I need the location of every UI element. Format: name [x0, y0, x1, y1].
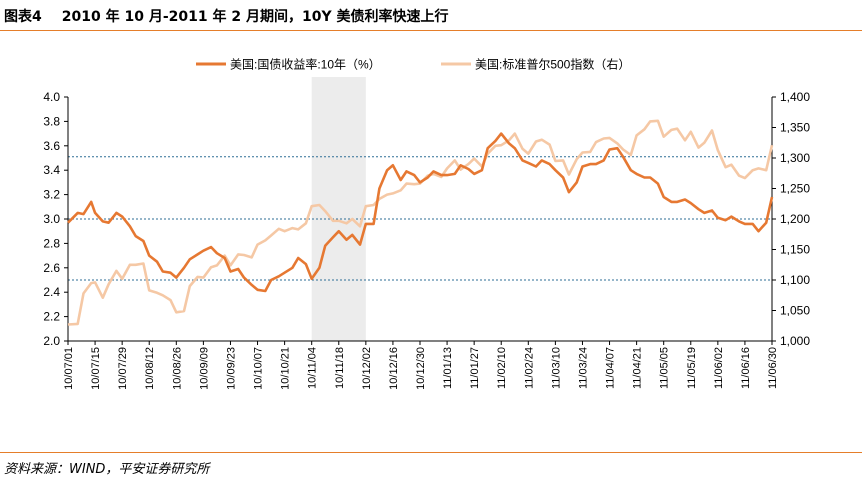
left-tick-label: 2.6	[43, 261, 60, 275]
x-tick-label: 10/12/02	[361, 347, 373, 390]
x-tick-label: 10/11/18	[334, 347, 346, 389]
left-tick-label: 4.0	[43, 90, 60, 104]
series-line-spx	[67, 119, 774, 326]
x-tick-label: 10/12/16	[388, 347, 400, 390]
right-tick-label: 1,000	[780, 334, 810, 348]
right-tick-label: 1,250	[780, 182, 810, 196]
x-tick-label: 11/03/24	[577, 347, 589, 389]
right-tick-label: 1,100	[780, 273, 810, 287]
x-tick-label: 10/07/01	[63, 347, 75, 390]
x-tick-label: 11/04/21	[632, 347, 644, 389]
left-tick-label: 2.0	[43, 334, 60, 348]
legend-label-yield: 美国:国债收益率:10年（%）	[230, 57, 381, 72]
right-tick-label: 1,400	[780, 90, 810, 104]
left-tick-label: 2.4	[43, 285, 60, 299]
x-tick-label: 10/09/23	[225, 347, 237, 390]
right-tick-label: 1,150	[780, 243, 810, 257]
x-tick-label: 10/09/09	[198, 347, 210, 390]
figure-title-text: 2010 年 10 月-2011 年 2 月期间，10Y 美债利率快速上行	[61, 9, 449, 25]
left-tick-label: 3.2	[43, 188, 60, 202]
series-line-yield	[67, 132, 774, 293]
x-tick-label: 10/08/26	[171, 347, 183, 390]
source-note: 资料来源：WIND，平安证券研究所	[4, 462, 210, 477]
x-tick-label: 11/06/02	[713, 347, 725, 389]
figure-number: 图表4	[4, 9, 42, 25]
left-tick-label: 3.0	[43, 212, 60, 226]
x-tick-label: 11/02/10	[496, 347, 508, 389]
x-tick-label: 10/12/30	[415, 347, 427, 390]
right-tick-label: 1,050	[780, 304, 810, 318]
title-rule	[0, 30, 862, 31]
chart: 2.0 2.2 2.4 2.6 2.8 3.0 3.2 3.4 3.6 3.8 4.0 1,000 1,…	[43, 57, 810, 390]
source-rule	[0, 452, 862, 453]
x-tick-label: 10/10/07	[253, 347, 265, 390]
left-tick-label: 2.2	[43, 310, 60, 324]
x-tick-label: 11/01/27	[469, 347, 481, 389]
legend-label-spx: 美国:标准普尔500指数（右）	[475, 57, 630, 72]
right-tick-label: 1,300	[780, 151, 810, 165]
left-tick-label: 3.6	[43, 139, 60, 153]
x-tick-label: 10/07/15	[90, 347, 102, 390]
x-tick-label: 11/06/30	[767, 347, 779, 389]
shaded-period	[311, 77, 366, 341]
figure-title: 图表4 2010 年 10 月-2011 年 2 月期间，10Y 美债利率快速上行	[4, 6, 448, 26]
x-tick-label: 11/06/16	[740, 347, 752, 389]
left-tick-label: 3.4	[43, 163, 60, 177]
right-tick-label: 1,350	[780, 121, 810, 135]
x-tick-label: 11/01/13	[442, 347, 454, 389]
x-tick-label: 11/02/24	[523, 347, 535, 389]
x-tick-label: 10/10/21	[280, 347, 292, 390]
x-tick-label: 11/03/10	[550, 347, 562, 389]
x-tick-label: 10/08/12	[144, 347, 156, 390]
right-tick-label: 1,200	[780, 212, 810, 226]
x-tick-label: 10/07/29	[117, 347, 129, 390]
x-tick-label: 11/05/05	[659, 347, 671, 389]
x-tick-label: 11/05/19	[686, 347, 698, 389]
left-tick-label: 3.8	[43, 114, 60, 128]
x-tick-label: 11/04/07	[605, 347, 617, 389]
x-tick-label: 10/11/04	[307, 347, 319, 389]
left-tick-label: 2.8	[43, 236, 60, 250]
